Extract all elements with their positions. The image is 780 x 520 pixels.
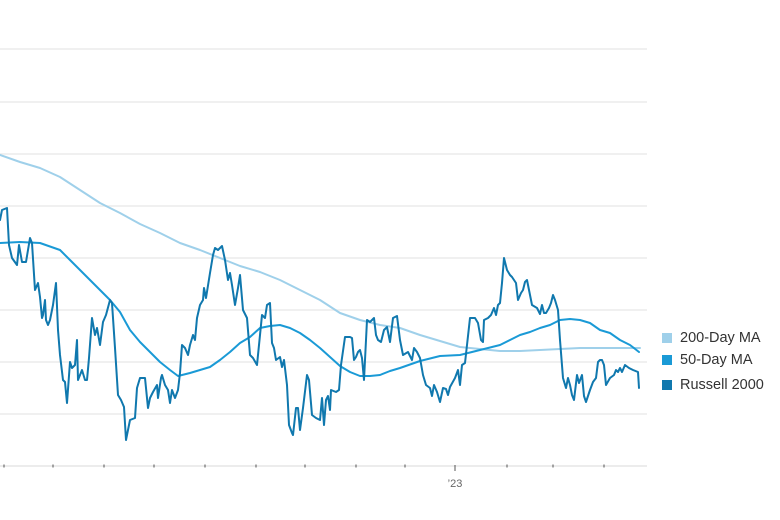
legend-label: 200-Day MA [680, 330, 761, 346]
legend-item-50-day-ma: 50-Day MA [662, 349, 764, 371]
legend-label: 50-Day MA [680, 352, 753, 368]
legend-item-russell-2000: Russell 2000 [662, 374, 764, 396]
legend-swatch-icon [662, 333, 672, 343]
gridlines [0, 48, 647, 415]
series-lines [0, 154, 641, 441]
series-50-day-ma [0, 241, 640, 377]
legend: 200-Day MA 50-Day MA Russell 2000 [662, 327, 764, 396]
legend-swatch-icon [662, 380, 672, 390]
legend-swatch-icon [662, 355, 672, 365]
legend-item-200-day-ma: 200-Day MA [662, 327, 764, 349]
x-tick-label: ’23 [448, 478, 463, 490]
legend-label: Russell 2000 [680, 377, 764, 393]
series-200-day-ma [0, 154, 641, 352]
x-axis: ’23 [0, 464, 647, 490]
series-russell-2000 [0, 207, 640, 441]
